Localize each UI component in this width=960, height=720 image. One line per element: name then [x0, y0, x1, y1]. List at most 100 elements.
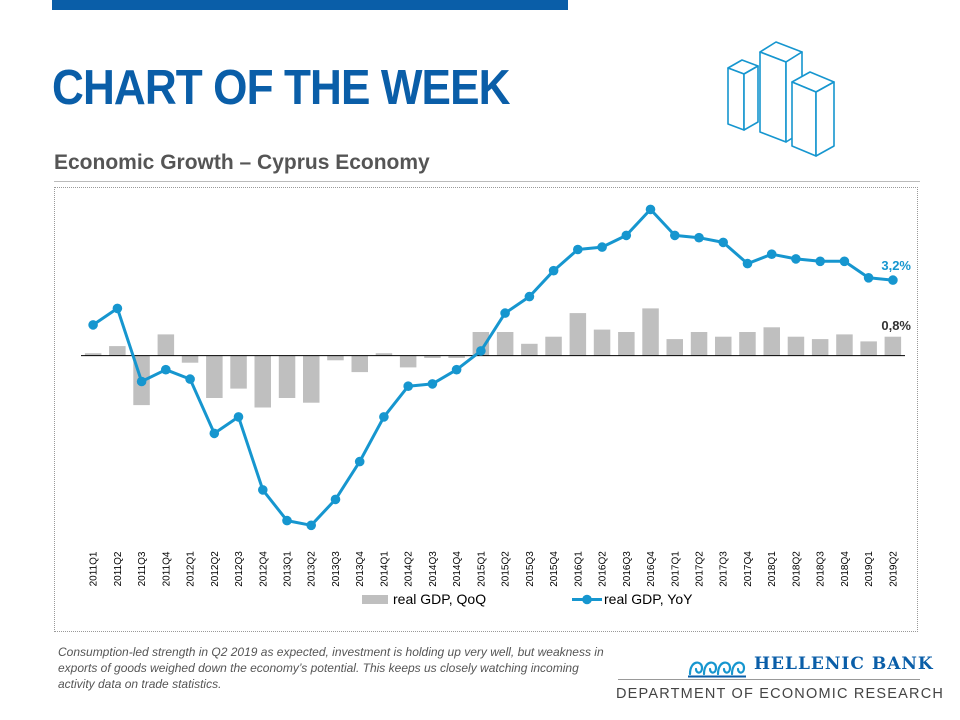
qoq-bar [593, 329, 611, 356]
yoy-point [621, 230, 632, 241]
yoy-point [839, 256, 850, 267]
x-tick-label: 2013Q1 [283, 551, 294, 587]
x-tick-label: 2014Q2 [404, 551, 415, 587]
qoq-bar [181, 355, 199, 363]
x-tick-label: 2016Q3 [622, 551, 633, 587]
buildings-icon [727, 41, 835, 157]
x-tick-label: 2014Q4 [452, 551, 463, 587]
yoy-point [282, 515, 292, 526]
yoy-point [112, 303, 123, 314]
yoy-point [718, 237, 728, 248]
qoq-bar [448, 355, 465, 358]
qoq-bar [884, 336, 902, 356]
x-tick-label: 2014Q1 [379, 551, 390, 587]
qoq-bar [109, 346, 126, 356]
hellenic-bank-emblem-icon [688, 661, 746, 678]
department-name: DEPARTMENT OF ECONOMIC RESEARCH [616, 686, 945, 702]
qoq-bar [327, 355, 344, 361]
yoy-point [548, 265, 559, 276]
qoq-bar [618, 332, 635, 356]
yoy-point [476, 346, 486, 356]
yoy-point [766, 249, 777, 259]
qoq-bar [278, 355, 296, 398]
qoq-bar [860, 341, 877, 356]
legend-yoy-label: real GDP, YoY [604, 591, 693, 607]
subtitle-divider [54, 181, 920, 182]
x-tick-label: 2015Q1 [476, 551, 487, 587]
qoq-bar [351, 355, 368, 373]
x-tick-label: 2011Q1 [89, 551, 100, 586]
x-tick-label: 2012Q3 [234, 551, 245, 587]
yoy-point [403, 381, 414, 392]
x-tick-label: 2012Q2 [210, 551, 221, 587]
yoy-point [573, 244, 583, 255]
yoy-point [645, 204, 656, 215]
x-tick-label: 2018Q1 [767, 551, 778, 587]
x-tick-label: 2018Q2 [791, 551, 802, 587]
qoq-bar [84, 353, 102, 356]
qoq-bar [715, 336, 732, 356]
yoy-point [597, 242, 607, 252]
header-accent-bar [52, 0, 568, 10]
qoq-bar [811, 339, 829, 356]
qoq-bar [157, 334, 175, 356]
yoy-point [354, 456, 365, 467]
x-tick-label: 2016Q1 [573, 551, 584, 587]
qoq-bar [254, 355, 271, 408]
yoy-series-line [92, 207, 894, 527]
x-tick-label: 2017Q3 [719, 551, 730, 587]
qoq-bar [642, 308, 659, 356]
yoy-point [233, 412, 244, 422]
x-tick-label: 2016Q2 [598, 551, 609, 587]
x-tick-label: 2012Q1 [186, 551, 197, 587]
x-tick-label: 2013Q4 [355, 551, 366, 587]
x-tick-label: 2018Q3 [816, 551, 827, 587]
yoy-point [863, 273, 874, 283]
yoy-point [694, 232, 704, 243]
yoy-point [258, 485, 268, 495]
legend-qoq-swatch [362, 595, 388, 604]
x-tick-label: 2011Q3 [137, 551, 148, 586]
yoy-point [185, 374, 195, 384]
yoy-point [791, 254, 801, 264]
hellenic-bank-logo: HELLENIC BANK DEPARTMENT OF ECONOMIC RES… [612, 650, 943, 710]
chart-frame [54, 187, 918, 632]
yoy-point [427, 379, 438, 389]
qoq-bar [230, 355, 247, 389]
qoq-bar [690, 332, 708, 356]
x-tick-label: 2013Q3 [331, 551, 342, 587]
qoq-bar [521, 343, 538, 356]
yoy-point [88, 320, 98, 330]
logo-divider [618, 679, 920, 680]
qoq-bar [206, 355, 223, 398]
yoy-point [306, 520, 317, 531]
yoy-point [379, 412, 389, 422]
qoq-bar [496, 332, 514, 356]
yoy-point [330, 494, 341, 505]
x-tick-label: 2019Q2 [888, 551, 899, 587]
commentary-note: Consumption-led strength in Q2 2019 as e… [58, 645, 604, 691]
legend-qoq-label: real GDP, QoQ [393, 591, 486, 607]
qoq-bar [836, 334, 853, 356]
x-tick-label: 2018Q4 [840, 551, 851, 587]
qoq-bar [739, 332, 756, 356]
yoy-point [209, 428, 220, 439]
qoq-bar [666, 339, 683, 356]
qoq-bar [569, 313, 587, 356]
x-tick-label: 2014Q3 [428, 551, 439, 587]
qoq-bar [763, 327, 780, 356]
yoy-point [500, 308, 510, 318]
qoq-last-value-label: 0,8% [881, 318, 911, 333]
yoy-last-value-label: 3,2% [881, 258, 911, 273]
x-tick-label: 2019Q1 [864, 551, 875, 587]
page-title: CHART OF THE WEEK [52, 61, 510, 115]
chart-subtitle: Economic Growth – Cyprus Economy [54, 151, 430, 174]
qoq-bar [375, 353, 393, 356]
x-tick-label: 2011Q4 [161, 551, 172, 586]
x-tick-label: 2017Q4 [743, 551, 754, 587]
qoq-bar [424, 355, 441, 358]
yoy-point [670, 230, 680, 241]
qoq-bar [303, 355, 320, 403]
legend-yoy-marker [582, 594, 592, 605]
